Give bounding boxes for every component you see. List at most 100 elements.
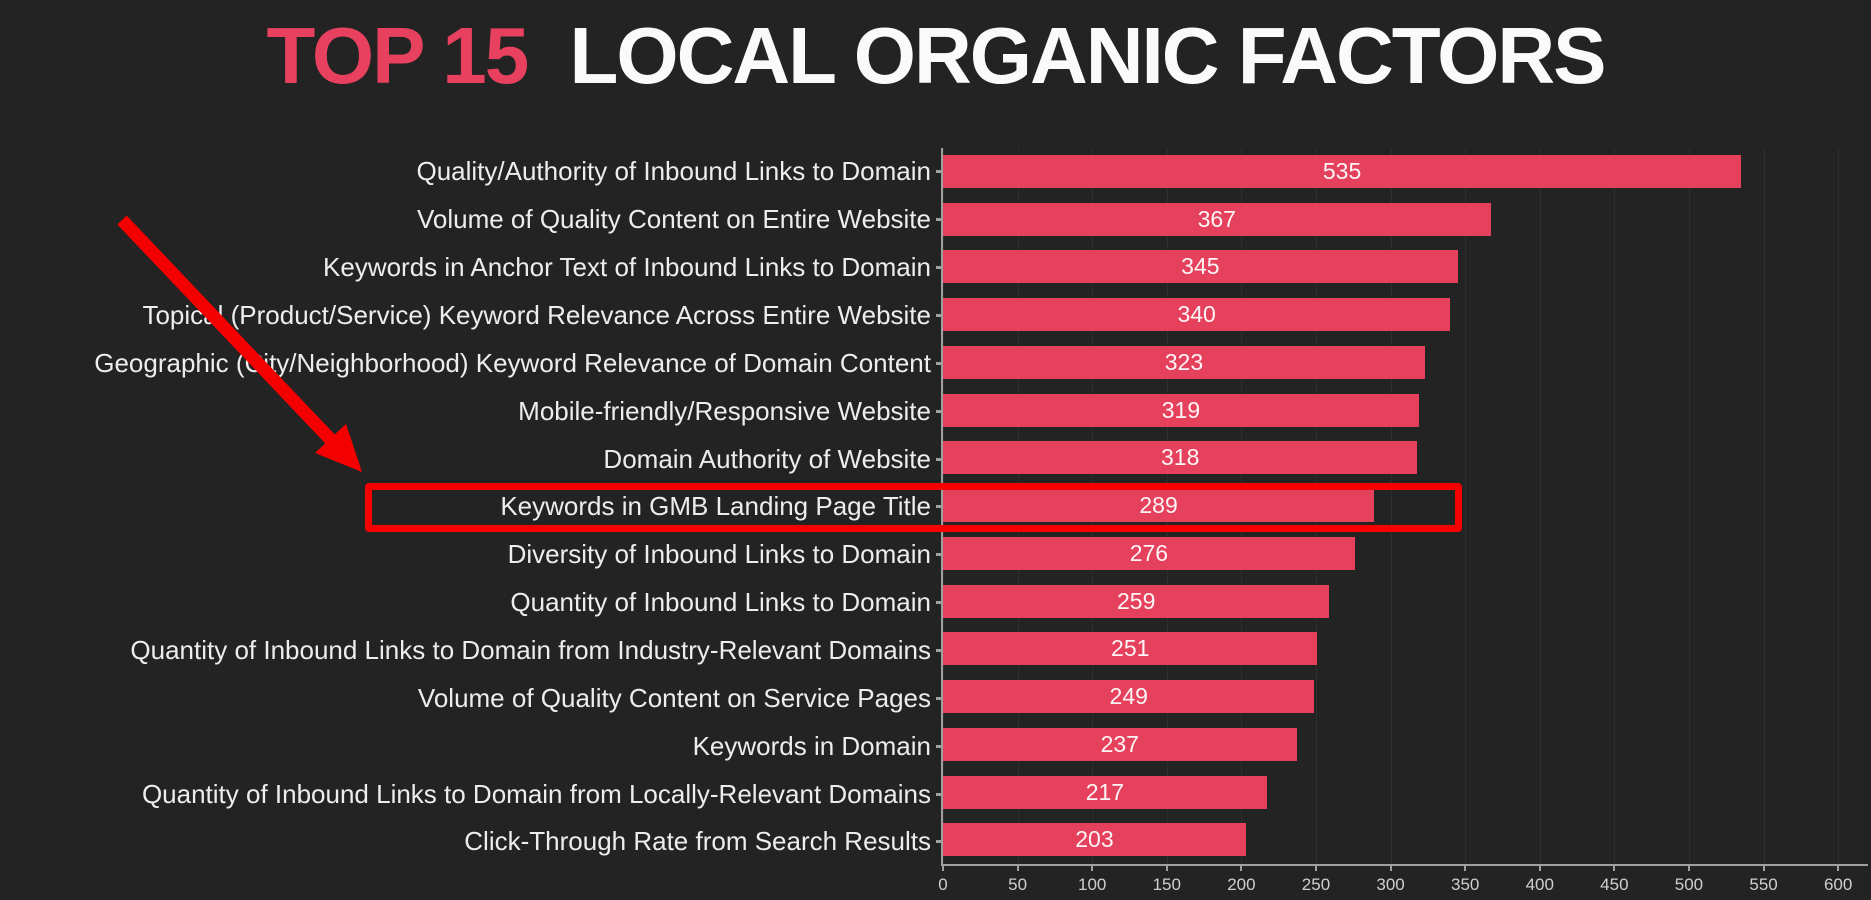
bar: 276: [943, 536, 1355, 570]
category-label: Quantity of Inbound Links to Domain from…: [130, 635, 931, 666]
category-label: Keywords in GMB Landing Page Title: [500, 491, 931, 522]
category-label-row: Diversity of Inbound Links to Domain: [0, 531, 943, 579]
y-tick-icon: [936, 792, 943, 796]
chart-title: TOP 15 LOCAL ORGANIC FACTORS: [0, 16, 1871, 96]
title-top15-text: TOP 15: [266, 11, 529, 100]
bar-value-label: 251: [1111, 635, 1150, 662]
x-tick-label: 400: [1525, 875, 1554, 894]
x-tick-icon: [942, 864, 944, 871]
x-tick-label: 200: [1227, 875, 1256, 894]
bar-value-label: 319: [1161, 396, 1201, 423]
x-tick-label: 100: [1078, 875, 1107, 894]
category-label: Click-Through Rate from Search Results: [464, 826, 931, 857]
bar-row: 319: [943, 387, 1868, 435]
bar-value-label: 323: [1164, 348, 1204, 375]
category-label-row: Volume of Quality Content on Entire Webs…: [0, 196, 943, 244]
bar-row: 289: [943, 482, 1868, 530]
x-tick-label: 450: [1600, 875, 1629, 894]
category-label: Quality/Authority of Inbound Links to Do…: [416, 156, 931, 187]
gridline: [1614, 148, 1616, 864]
y-tick-icon: [936, 218, 943, 222]
bar: 217: [943, 775, 1267, 809]
y-tick-icon: [936, 505, 943, 509]
highlight-box-annotation: [365, 483, 1462, 532]
x-tick-icon: [1762, 864, 1765, 871]
x-tick-label: 600: [1823, 875, 1853, 894]
x-tick-icon: [1389, 864, 1392, 871]
category-label: Quantity of Inbound Links to Domain from…: [141, 778, 931, 809]
bar-value-label: 259: [1117, 587, 1156, 614]
x-tick-icon: [1165, 864, 1168, 871]
bar-value-label: 276: [1129, 539, 1169, 566]
category-label-row: Quality/Authority of Inbound Links to Do…: [0, 148, 943, 196]
y-tick-icon: [936, 840, 943, 844]
bars: 535 367 345 340 323 319 318 289 276 259 251 249 237 2…: [943, 148, 1868, 864]
bar: 535: [943, 155, 1742, 188]
x-tick-label: 150: [1152, 875, 1181, 894]
bar: 289: [943, 489, 1375, 523]
bar: 259: [943, 584, 1330, 618]
bar-row: 249: [943, 673, 1868, 721]
bar: 367: [943, 202, 1491, 236]
y-tick-icon: [936, 457, 943, 461]
y-tick-icon: [936, 409, 943, 413]
x-tick-label: 300: [1376, 875, 1405, 894]
bar-value-label: 203: [1075, 826, 1114, 853]
x-tick-icon: [1240, 864, 1243, 871]
bar: 345: [943, 250, 1458, 284]
category-label: Topical (Product/Service) Keyword Releva…: [142, 300, 931, 330]
category-label-row: Geographic (City/Neighborhood) Keyword R…: [0, 339, 943, 387]
category-label: Diversity of Inbound Links to Domain: [507, 539, 931, 570]
bar: 249: [943, 680, 1315, 714]
category-label: Volume of Quality Content on Entire Webs…: [416, 204, 931, 235]
gridline: [1539, 148, 1541, 864]
bar: 251: [943, 632, 1318, 666]
x-tick-label: 550: [1749, 875, 1778, 894]
bar-value-label: 249: [1109, 683, 1148, 710]
y-tick-icon: [936, 314, 943, 317]
x-tick-icon: [1538, 864, 1541, 871]
category-label: Quantity of Inbound Links to Domain: [510, 587, 931, 618]
bar-value-label: 237: [1100, 730, 1139, 757]
bar-value-label: 340: [1177, 301, 1216, 328]
bar: 203: [943, 823, 1246, 857]
x-tick-icon: [1613, 864, 1616, 871]
category-label: Mobile-friendly/Responsive Website: [518, 395, 931, 426]
bar-row: 318: [943, 434, 1868, 482]
bar-row: 323: [943, 339, 1868, 387]
bar-row: 276: [943, 530, 1868, 578]
category-label-row: Keywords in GMB Landing Page Title: [0, 483, 943, 531]
title-main-text: LOCAL ORGANIC FACTORS: [569, 11, 1606, 100]
category-label: Volume of Quality Content on Service Pag…: [417, 682, 931, 713]
y-tick-icon: [936, 649, 943, 653]
plot-area: 535 367 345 340 323 319 318 289 276 259 251 249 237 2…: [938, 148, 1868, 894]
category-label-row: Domain Authority of Website: [0, 435, 943, 483]
bar-row: 535: [943, 148, 1868, 196]
bar-row: 340: [943, 291, 1868, 339]
x-tick-icon: [1687, 864, 1690, 871]
bar-row: 237: [943, 721, 1868, 769]
category-label-row: Click-Through Rate from Search Results: [0, 818, 943, 866]
bar-value-label: 535: [1322, 158, 1362, 184]
y-tick-icon: [936, 601, 943, 605]
gridline: [1838, 148, 1840, 864]
y-tick-icon: [936, 170, 943, 174]
bar-row: 345: [943, 243, 1868, 291]
category-label-row: Keywords in Anchor Text of Inbound Links…: [0, 244, 943, 292]
gridline: [1688, 148, 1690, 864]
gridline: [1763, 148, 1765, 864]
x-tick-icon: [1091, 864, 1094, 871]
category-label: Geographic (City/Neighborhood) Keyword R…: [94, 347, 931, 378]
category-label-row: Quantity of Inbound Links to Domain from…: [0, 770, 943, 818]
bar-row: 217: [943, 769, 1868, 817]
bar: 340: [943, 298, 1451, 332]
bar: 319: [943, 393, 1419, 427]
x-tick-label: 500: [1674, 875, 1704, 894]
y-tick-icon: [936, 696, 943, 700]
x-tick-label: 350: [1450, 875, 1480, 894]
bar-row: 259: [943, 578, 1868, 626]
category-label-row: Quantity of Inbound Links to Domain: [0, 579, 943, 627]
bar-value-label: 367: [1197, 205, 1236, 232]
bar: 318: [943, 441, 1418, 475]
